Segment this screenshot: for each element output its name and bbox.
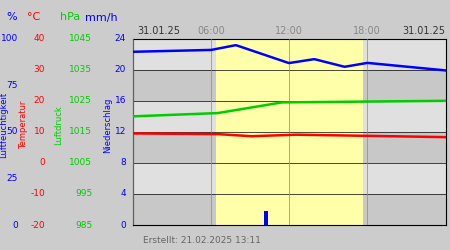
Text: 20: 20 bbox=[34, 96, 45, 105]
Text: 20: 20 bbox=[115, 65, 126, 74]
Text: 18:00: 18:00 bbox=[353, 26, 381, 36]
Text: 985: 985 bbox=[75, 220, 92, 230]
Bar bbox=[133, 132, 446, 163]
Text: 1045: 1045 bbox=[69, 34, 92, 43]
Text: -20: -20 bbox=[31, 220, 45, 230]
Text: 1035: 1035 bbox=[69, 65, 92, 74]
Bar bbox=[133, 70, 446, 101]
Text: 10: 10 bbox=[33, 127, 45, 136]
Text: 0: 0 bbox=[120, 220, 126, 230]
Text: 4: 4 bbox=[121, 190, 126, 198]
Text: 25: 25 bbox=[7, 174, 18, 183]
Text: 1015: 1015 bbox=[69, 127, 92, 136]
Bar bbox=[264, 211, 268, 225]
Text: 40: 40 bbox=[34, 34, 45, 43]
Text: 31.01.25: 31.01.25 bbox=[402, 26, 446, 36]
Text: 12: 12 bbox=[115, 127, 126, 136]
Text: 31.01.25: 31.01.25 bbox=[137, 26, 180, 36]
Text: 100: 100 bbox=[1, 34, 18, 43]
Bar bbox=[216, 39, 363, 225]
Text: 8: 8 bbox=[120, 158, 126, 168]
Text: 995: 995 bbox=[75, 190, 92, 198]
Text: 30: 30 bbox=[33, 65, 45, 74]
Text: 50: 50 bbox=[6, 127, 18, 136]
Text: 06:00: 06:00 bbox=[197, 26, 225, 36]
Text: Niederschlag: Niederschlag bbox=[104, 97, 112, 153]
Text: 12:00: 12:00 bbox=[275, 26, 303, 36]
Bar bbox=[133, 163, 446, 194]
Text: °C: °C bbox=[27, 12, 40, 22]
Text: Erstellt: 21.02.2025 13:11: Erstellt: 21.02.2025 13:11 bbox=[143, 236, 261, 245]
Text: Luftdruck: Luftdruck bbox=[54, 105, 63, 145]
Text: 1005: 1005 bbox=[69, 158, 92, 168]
Text: 0: 0 bbox=[12, 220, 18, 230]
Text: 0: 0 bbox=[39, 158, 45, 168]
Text: 16: 16 bbox=[114, 96, 126, 105]
Text: Temperatur: Temperatur bbox=[19, 101, 28, 149]
Text: 24: 24 bbox=[115, 34, 126, 43]
Text: Luftfeuchtigkeit: Luftfeuchtigkeit bbox=[0, 92, 8, 158]
Text: -10: -10 bbox=[30, 190, 45, 198]
Text: 75: 75 bbox=[6, 81, 18, 90]
Text: %: % bbox=[6, 12, 17, 22]
Text: mm/h: mm/h bbox=[85, 12, 117, 22]
Bar bbox=[133, 39, 446, 70]
Bar bbox=[133, 101, 446, 132]
Text: hPa: hPa bbox=[59, 12, 80, 22]
Bar bbox=[133, 194, 446, 225]
Text: 1025: 1025 bbox=[69, 96, 92, 105]
